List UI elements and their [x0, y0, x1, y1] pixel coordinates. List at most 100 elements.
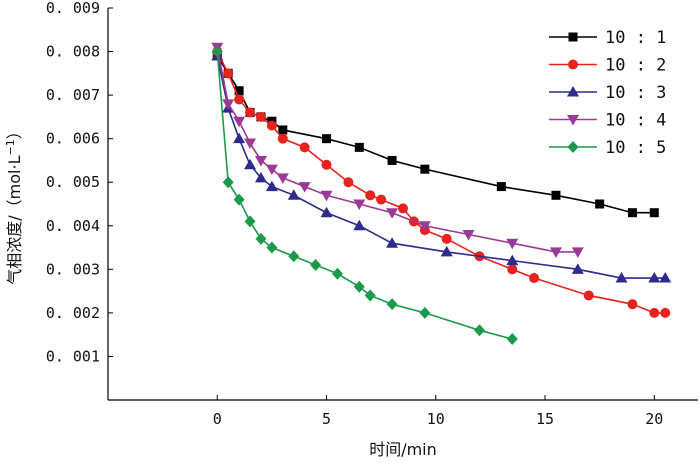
- y-tick-label: 0. 002: [46, 304, 100, 322]
- data-point: [648, 272, 661, 283]
- data-point: [506, 254, 519, 266]
- data-point: [386, 208, 399, 219]
- data-point: [245, 107, 256, 118]
- legend-label: 10 : 3: [605, 83, 666, 103]
- y-axis-label-main: 气相浓度/（mol·L: [5, 155, 24, 284]
- legend: 10 : 1 10 : 2 10 : 3 10 : 4 10 : 5: [549, 28, 666, 158]
- data-point: [496, 182, 506, 192]
- data-point: [266, 120, 277, 131]
- y-tick-label: 0. 005: [46, 173, 100, 191]
- data-point: [441, 233, 452, 244]
- data-point: [568, 59, 578, 70]
- data-point: [320, 190, 333, 202]
- data-point: [234, 94, 245, 105]
- legend-item: 10 : 3: [549, 83, 666, 103]
- data-point: [354, 142, 364, 152]
- legend-label: 10 : 2: [605, 56, 666, 76]
- data-point: [244, 215, 256, 228]
- series-10-4: [211, 42, 584, 258]
- data-point: [659, 272, 672, 283]
- data-point: [233, 116, 246, 128]
- x-axis-label: 时间/min: [369, 440, 437, 459]
- data-point: [343, 177, 354, 188]
- data-point: [506, 238, 519, 250]
- y-tick-label: 0. 008: [46, 43, 100, 61]
- data-point: [244, 158, 257, 170]
- data-point: [222, 176, 234, 189]
- data-point: [266, 241, 278, 254]
- data-point: [265, 180, 278, 192]
- series-10-2: [212, 46, 671, 318]
- data-point: [321, 159, 332, 170]
- series-line: [216, 55, 666, 279]
- axes: 0 5 10 15 20 0. 001 0. 002 0. 003 0. 004 0. 005 0.…: [46, 0, 698, 428]
- series-10-5: [211, 45, 518, 346]
- data-point: [320, 206, 333, 218]
- legend-item: 10 : 1: [549, 28, 666, 48]
- data-point: [287, 189, 300, 200]
- y-axis-label-end: ）: [5, 123, 24, 139]
- data-point: [222, 99, 235, 110]
- data-point: [627, 299, 638, 310]
- data-point: [398, 203, 408, 214]
- legend-item: 10 : 5: [549, 138, 666, 158]
- data-point: [529, 273, 540, 284]
- legend-label: 10 : 5: [605, 138, 666, 158]
- series-line: [216, 55, 655, 214]
- y-tick-label: 0. 009: [46, 0, 100, 17]
- y-tick-label: 0. 006: [46, 130, 100, 148]
- data-point: [649, 208, 659, 218]
- data-point: [419, 306, 431, 319]
- x-tick-label: 15: [536, 410, 554, 428]
- data-point: [254, 171, 267, 183]
- data-point: [649, 307, 660, 318]
- data-point: [418, 221, 431, 232]
- legend-item: 10 : 2: [549, 56, 666, 76]
- data-point: [277, 133, 288, 144]
- data-point: [506, 333, 518, 346]
- x-tick-label: 20: [645, 410, 663, 428]
- data-point: [244, 138, 257, 150]
- data-point: [353, 219, 366, 231]
- y-axis-label-superscript: −1: [4, 139, 17, 155]
- data-point: [331, 267, 343, 280]
- x-tick-label: 5: [322, 410, 331, 428]
- data-point: [571, 263, 584, 274]
- data-point: [322, 134, 332, 144]
- y-tick-label: 0. 003: [46, 260, 100, 278]
- data-point: [387, 155, 397, 165]
- data-point: [278, 125, 288, 135]
- data-point: [234, 86, 244, 96]
- data-point: [299, 142, 310, 153]
- data-point: [255, 111, 266, 122]
- data-point: [660, 307, 671, 318]
- data-point: [583, 290, 594, 301]
- data-point: [567, 141, 579, 153]
- data-point: [310, 258, 322, 271]
- data-point: [595, 199, 605, 209]
- y-tick-label: 0. 001: [46, 347, 100, 365]
- y-tick-label: 0. 007: [46, 86, 100, 104]
- data-point: [440, 245, 453, 257]
- data-point: [265, 164, 278, 176]
- data-point: [567, 86, 579, 97]
- legend-item: 10 : 4: [549, 111, 666, 131]
- data-point: [288, 250, 300, 263]
- data-point: [376, 194, 387, 205]
- data-point: [571, 247, 584, 258]
- series-line: [216, 47, 578, 253]
- y-tick-label: 0. 004: [46, 217, 100, 235]
- series-layer: [211, 42, 672, 346]
- data-point: [211, 45, 223, 58]
- data-point: [420, 164, 430, 174]
- data-point: [233, 132, 246, 144]
- data-point: [473, 324, 485, 337]
- data-point: [233, 193, 245, 206]
- data-point: [298, 182, 311, 193]
- data-point: [568, 32, 578, 42]
- data-point: [386, 237, 399, 248]
- data-point: [567, 115, 579, 126]
- data-point: [223, 68, 234, 79]
- data-point: [627, 208, 637, 218]
- data-point: [364, 289, 376, 302]
